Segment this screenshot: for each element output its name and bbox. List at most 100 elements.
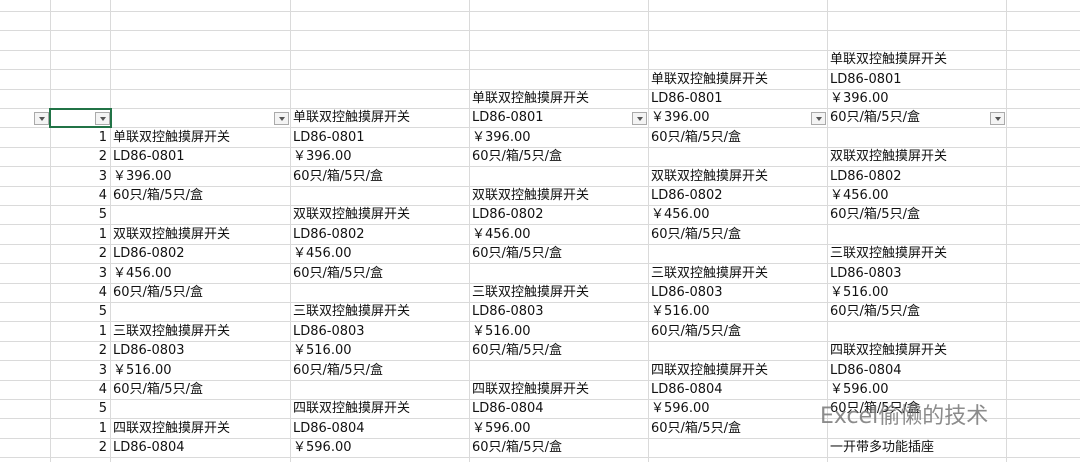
cell-text[interactable]: LD86-0804 bbox=[113, 440, 185, 456]
row-number[interactable]: 2 bbox=[98, 343, 107, 359]
cell-text[interactable]: 双联双控触摸屏开关 bbox=[472, 188, 590, 203]
cell-text[interactable]: LD86-0802 bbox=[113, 246, 185, 262]
cell-text[interactable]: ￥396.00 bbox=[651, 110, 710, 126]
cell-text[interactable]: LD86-0802 bbox=[293, 226, 365, 242]
cell-text[interactable]: LD86-0801 bbox=[830, 71, 902, 87]
cell-text[interactable]: 单联双控触摸屏开关 bbox=[651, 71, 769, 87]
cell-text[interactable]: ￥396.00 bbox=[830, 91, 889, 106]
cell-text[interactable]: ￥516.00 bbox=[830, 285, 889, 300]
cell-text[interactable]: 三联双控触摸屏开关 bbox=[830, 246, 948, 262]
cell-text[interactable]: 四联双控触摸屏开关 bbox=[472, 382, 590, 397]
cell-text[interactable]: LD86-0801 bbox=[472, 110, 544, 126]
cell-text[interactable]: 三联双控触摸屏开关 bbox=[113, 323, 231, 339]
cell-text[interactable]: ￥456.00 bbox=[113, 265, 172, 281]
cell-text[interactable]: 单联双控触摸屏开关 bbox=[293, 110, 411, 126]
cell-text[interactable]: LD86-0804 bbox=[472, 401, 544, 417]
cell-text[interactable]: ￥516.00 bbox=[113, 362, 172, 378]
row-number[interactable]: 5 bbox=[98, 304, 107, 320]
cell-text[interactable]: ￥456.00 bbox=[651, 207, 710, 223]
filter-button[interactable] bbox=[34, 111, 49, 125]
cell-text[interactable]: ￥596.00 bbox=[651, 401, 710, 417]
cell-text[interactable]: LD86-0803 bbox=[651, 285, 723, 300]
cell-text[interactable]: 单联双控触摸屏开关 bbox=[113, 129, 231, 145]
cell-text[interactable]: LD86-0802 bbox=[651, 188, 723, 203]
cell-text[interactable]: ￥596.00 bbox=[472, 420, 531, 436]
row-number[interactable]: 2 bbox=[98, 246, 107, 262]
cell-text[interactable]: ￥456.00 bbox=[293, 246, 352, 262]
cell-text[interactable]: ￥596.00 bbox=[293, 440, 352, 456]
cell-text[interactable]: LD86-0803 bbox=[472, 304, 544, 320]
cell-text[interactable]: 双联双控触摸屏开关 bbox=[113, 226, 231, 242]
row-number[interactable]: 2 bbox=[98, 440, 107, 456]
cell-text[interactable]: 60只/箱/5只/盒 bbox=[830, 401, 920, 417]
cell-text[interactable]: 四联双控触摸屏开关 bbox=[293, 401, 411, 417]
cell-text[interactable]: 四联双控触摸屏开关 bbox=[113, 420, 231, 436]
cell-text[interactable]: 三联双控触摸屏开关 bbox=[293, 304, 411, 320]
cell-text[interactable]: 单联双控触摸屏开关 bbox=[830, 52, 948, 68]
row-number[interactable]: 3 bbox=[98, 168, 107, 184]
cell-text[interactable]: ￥516.00 bbox=[651, 304, 710, 320]
cell-text[interactable]: 60只/箱/5只/盒 bbox=[472, 440, 562, 456]
row-number[interactable]: 2 bbox=[98, 149, 107, 165]
cell-text[interactable]: 60只/箱/5只/盒 bbox=[651, 129, 741, 145]
cell-text[interactable]: 60只/箱/5只/盒 bbox=[830, 304, 920, 320]
cell-text[interactable]: 60只/箱/5只/盒 bbox=[830, 110, 920, 126]
cell-text[interactable]: 一开带多功能插座 bbox=[830, 440, 935, 456]
filter-button[interactable] bbox=[990, 111, 1005, 125]
cell-text[interactable]: 双联双控触摸屏开关 bbox=[651, 168, 769, 184]
cell-text[interactable]: 60只/箱/5只/盒 bbox=[472, 246, 562, 262]
filter-button[interactable] bbox=[632, 111, 647, 125]
cell-text[interactable]: 60只/箱/5只/盒 bbox=[113, 382, 203, 397]
cell-text[interactable]: 四联双控触摸屏开关 bbox=[651, 362, 769, 378]
cell-text[interactable]: ￥456.00 bbox=[472, 226, 531, 242]
row-number[interactable]: 5 bbox=[98, 207, 107, 223]
cell-text[interactable]: LD86-0802 bbox=[830, 168, 902, 184]
cell-text[interactable]: 60只/箱/5只/盒 bbox=[830, 207, 920, 223]
cell-text[interactable]: ￥516.00 bbox=[293, 343, 352, 359]
cell-text[interactable]: 60只/箱/5只/盒 bbox=[293, 168, 383, 184]
cell-text[interactable]: 60只/箱/5只/盒 bbox=[293, 362, 383, 378]
filter-button[interactable] bbox=[95, 111, 110, 125]
row-number[interactable]: 3 bbox=[98, 362, 107, 378]
cell-text[interactable]: LD86-0803 bbox=[830, 265, 902, 281]
cell-text[interactable]: LD86-0804 bbox=[293, 420, 365, 436]
cell-text[interactable]: 60只/箱/5只/盒 bbox=[651, 323, 741, 339]
row-number[interactable]: 5 bbox=[98, 401, 107, 417]
row-number[interactable]: 4 bbox=[98, 382, 107, 397]
cell-text[interactable]: 双联双控触摸屏开关 bbox=[293, 207, 411, 223]
cell-text[interactable]: 双联双控触摸屏开关 bbox=[830, 149, 948, 165]
cell-text[interactable]: 四联双控触摸屏开关 bbox=[830, 343, 948, 359]
cell-text[interactable]: 60只/箱/5只/盒 bbox=[651, 420, 741, 436]
cell-text[interactable]: LD86-0803 bbox=[113, 343, 185, 359]
filter-button[interactable] bbox=[274, 111, 289, 125]
cell-text[interactable]: ￥396.00 bbox=[293, 149, 352, 165]
row-number[interactable]: 3 bbox=[98, 265, 107, 281]
cell-text[interactable]: 单联双控触摸屏开关 bbox=[472, 91, 590, 106]
row-number[interactable]: 4 bbox=[98, 285, 107, 300]
cell-text[interactable]: ￥596.00 bbox=[830, 382, 889, 397]
cell-text[interactable]: LD86-0802 bbox=[472, 207, 544, 223]
row-number[interactable]: 1 bbox=[98, 129, 107, 145]
row-number[interactable]: 1 bbox=[98, 323, 107, 339]
cell-text[interactable]: LD86-0801 bbox=[293, 129, 365, 145]
cell-text[interactable]: 三联双控触摸屏开关 bbox=[472, 285, 590, 300]
cell-text[interactable]: LD86-0801 bbox=[651, 91, 723, 106]
cell-text[interactable]: LD86-0804 bbox=[651, 382, 723, 397]
row-number[interactable]: 1 bbox=[98, 226, 107, 242]
cell-text[interactable]: 60只/箱/5只/盒 bbox=[472, 343, 562, 359]
cell-text[interactable]: 60只/箱/5只/盒 bbox=[113, 188, 203, 203]
cell-text[interactable]: ￥396.00 bbox=[113, 168, 172, 184]
filter-button[interactable] bbox=[811, 111, 826, 125]
cell-text[interactable]: LD86-0801 bbox=[113, 149, 185, 165]
cell-text[interactable]: 60只/箱/5只/盒 bbox=[293, 265, 383, 281]
row-number[interactable]: 4 bbox=[98, 188, 107, 203]
row-number[interactable]: 1 bbox=[98, 420, 107, 436]
cell-text[interactable]: 60只/箱/5只/盒 bbox=[651, 226, 741, 242]
cell-text[interactable]: 三联双控触摸屏开关 bbox=[651, 265, 769, 281]
cell-text[interactable]: LD86-0804 bbox=[830, 362, 902, 378]
cell-text[interactable]: 60只/箱/5只/盒 bbox=[113, 285, 203, 300]
cell-text[interactable]: 60只/箱/5只/盒 bbox=[472, 149, 562, 165]
cell-text[interactable]: ￥396.00 bbox=[472, 129, 531, 145]
cell-text[interactable]: ￥456.00 bbox=[830, 188, 889, 203]
cell-text[interactable]: LD86-0803 bbox=[293, 323, 365, 339]
